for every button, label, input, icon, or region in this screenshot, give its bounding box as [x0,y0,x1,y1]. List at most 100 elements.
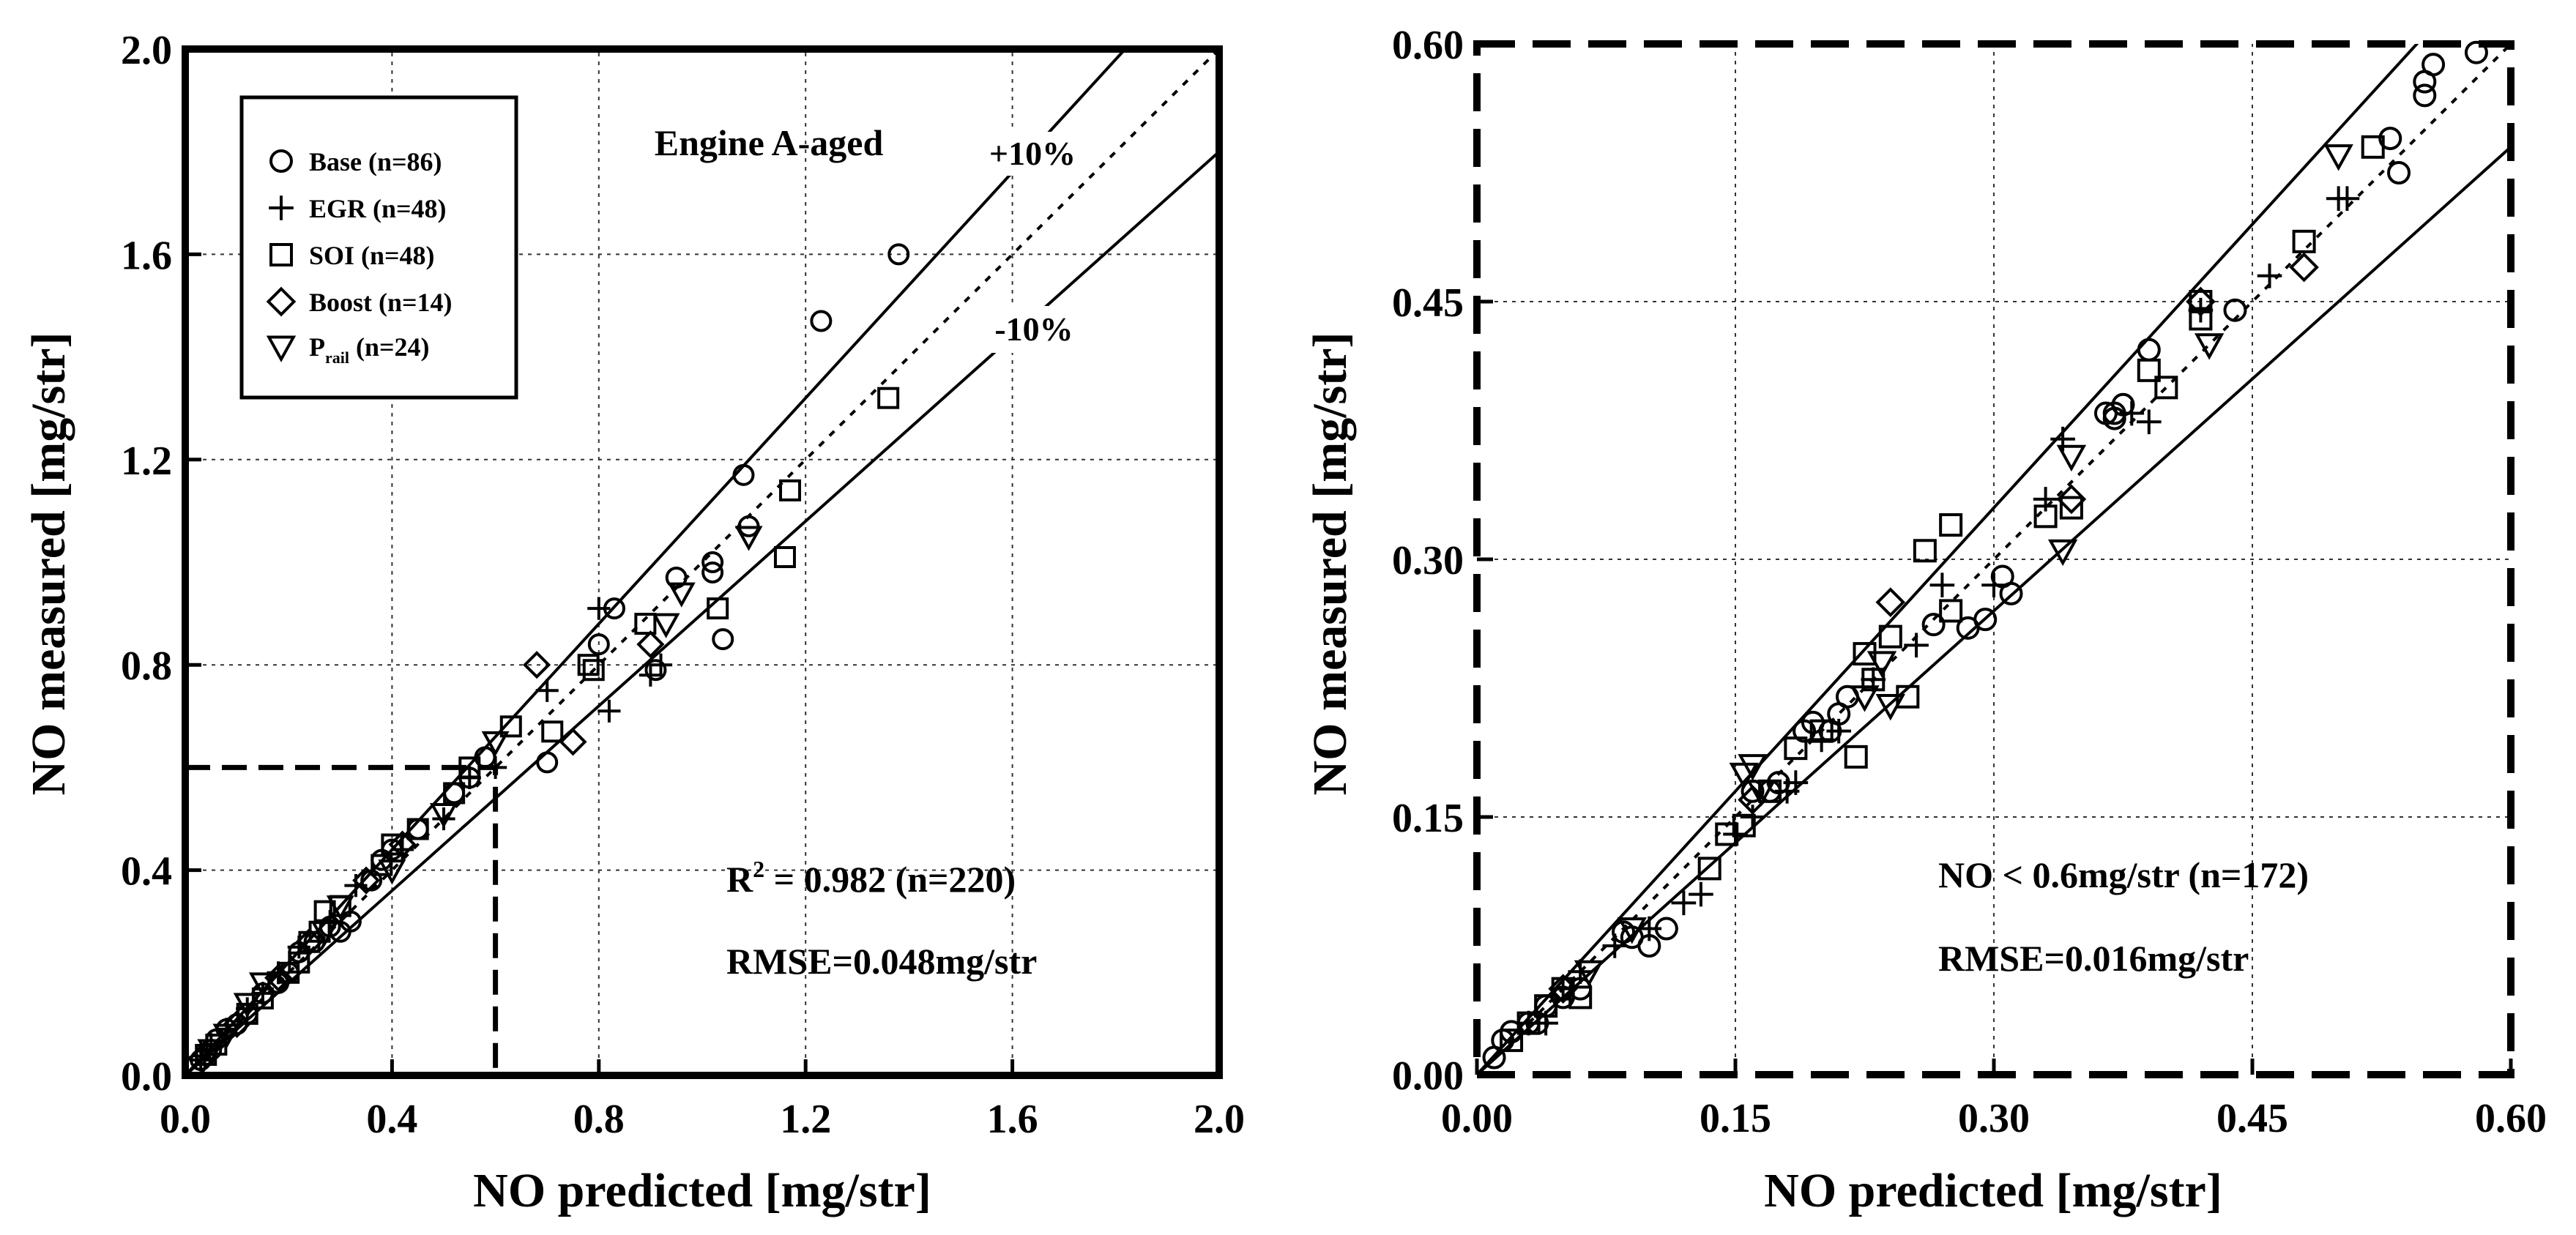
left-point-triangle-down [197,1039,226,1064]
left-point-plus [639,663,662,687]
left-point-square [707,597,729,620]
right-point-diamond [1548,974,1578,1004]
left-point-diamond [559,728,587,756]
r2-annotation-suffix: = 0.982 (n=220) [764,859,1016,900]
plus10-line-label: +10% [989,135,1076,172]
legend-symbols [266,149,297,362]
legend-entry-soi: SOI (n=48) [309,241,435,270]
left-point-square [577,654,600,676]
right-one-to-one-line [1477,44,2511,1075]
right-point-triangle-down [1746,780,1776,807]
left-point-plus [189,1048,212,1072]
right-x-tick-label: 0.00 [1441,1096,1513,1141]
right-point-plus [1671,890,1697,916]
left-point-square [371,854,393,876]
legend-entry-egr: EGR (n=48) [309,194,447,223]
right-point-diamond [1875,587,1906,617]
right-point-plus [1809,727,1834,753]
right-point-triangle-down [1875,694,1905,721]
legend-prail-base: P [309,332,325,362]
left-point-plus [587,597,611,620]
right-point-square [1939,513,1963,537]
left-point-circle [536,751,559,774]
left-point-square [278,961,300,984]
right-series-prail [1574,144,2353,988]
right-point-square [1861,668,1886,692]
right-point-diamond [1738,785,1768,815]
right-point-circle [2093,401,2118,425]
left-point-triangle-down [481,731,510,757]
right-point-square [2154,376,2178,400]
left-point-triangle-down [430,803,458,829]
left-y-axis-label: NO measured [mg/str] [22,332,75,796]
right-point-circle [1793,719,1817,743]
r2-annotation-sup: 2 [753,856,764,882]
right-point-square [1516,1011,1541,1035]
right-point-plus [2137,409,2162,435]
left-x-tick-label: 2.0 [1194,1097,1245,1142]
right-point-square [1913,539,1937,563]
left-point-triangle-down [233,993,261,1018]
right-point-plus [1568,959,1593,984]
right-y-tick-label: 0.60 [1392,23,1464,68]
left-point-triangle-down [248,972,277,998]
right-point-circle [1482,1045,1506,1070]
left-y-tick-label: 2.0 [121,28,172,73]
left-point-diamond [388,830,417,859]
right-point-plus [2257,264,2282,288]
left-point-diamond [523,651,551,679]
left-point-circle [712,628,734,651]
left-minus10-line [185,150,1219,1075]
right-series-base [1482,40,2488,1070]
legend-symbol-square [269,243,293,266]
left-point-circle [810,310,833,332]
left-series-egr-n-48 [189,597,673,1072]
right-point-circle [2137,337,2161,362]
right-x-axis-label: NO predicted [mg/str] [1764,1164,2222,1217]
left-x-tick-label: 1.2 [780,1097,831,1142]
right-point-circle [1801,710,1825,734]
left-point-circle [587,633,610,656]
left-point-square [381,833,403,856]
right-point-square [1568,985,1593,1010]
right-point-plus [1516,1010,1541,1036]
left-point-triangle-down [212,1023,241,1049]
left-markers [185,243,910,1076]
right-point-plus [2188,297,2214,323]
left-point-square [443,782,466,805]
legend-prail-sub: rail [325,348,349,367]
right-point-plus [1602,933,1628,958]
right-x-tick-label: 0.15 [1700,1096,1771,1141]
right-point-triangle-down [1850,685,1880,712]
right-point-circle [2223,298,2247,322]
right-point-square [1784,736,1808,761]
left-point-square [406,818,429,840]
right-point-plus [1740,805,1765,829]
chart-left: 0.0 0.4 0.8 1.2 1.6 2.0 0.0 0.4 0.8 1.2 1.6 2.0 NO… [22,28,1245,1217]
right-point-circle [1612,920,1636,944]
legend-entry-boost: Boost (n=14) [309,288,453,317]
right-point-diamond [2186,286,2216,317]
legend-symbol-circle [269,149,293,173]
right-point-square [1732,813,1756,837]
right-point-plus [2033,487,2058,512]
right-point-diamond [2056,484,2087,515]
right-plot-frame [1473,40,2514,1078]
right-point-square [2361,135,2385,159]
left-point-square [251,987,274,1010]
subset-annotation: NO < 0.6mg/str (n=172) [1938,854,2309,895]
left-point-triangle-down [667,582,696,608]
left-label-gap-1 [981,306,1084,353]
left-y-tick-labels: 0.0 0.4 0.8 1.2 1.6 2.0 [121,28,172,1100]
right-point-square [1551,977,1575,1001]
right-point-square [1500,1029,1524,1053]
right-point-square [2033,504,2058,529]
left-point-diamond [636,630,665,659]
left-plot-frame [182,45,1223,1079]
right-y-tick-label: 0.15 [1392,796,1464,841]
left-x-axis-label: NO predicted [mg/str] [473,1164,931,1217]
left-point-triangle-down [310,921,339,947]
left-point-square [458,756,481,779]
right-point-circle [2464,40,2488,64]
